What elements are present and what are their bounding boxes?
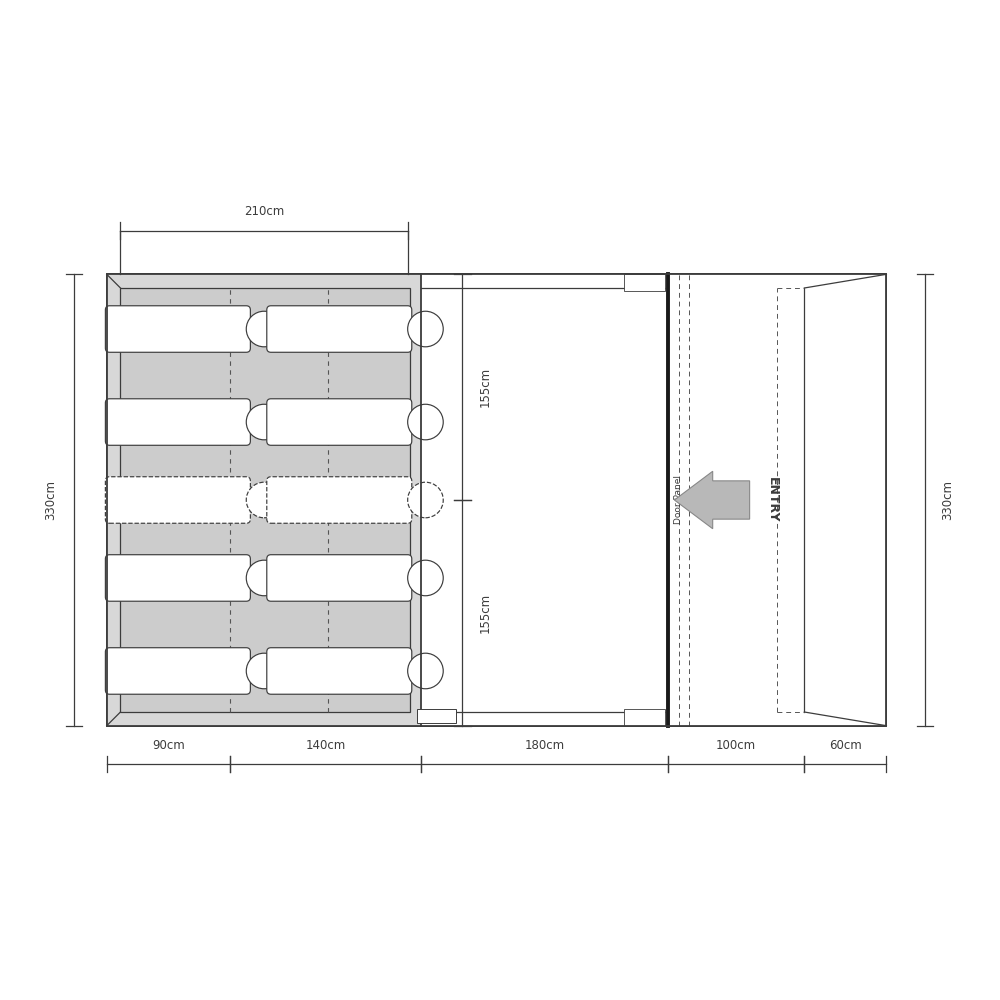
Circle shape bbox=[246, 482, 282, 518]
Text: 330cm: 330cm bbox=[941, 480, 954, 520]
Text: 155cm: 155cm bbox=[479, 593, 492, 633]
Text: 100cm: 100cm bbox=[716, 739, 756, 752]
Circle shape bbox=[408, 311, 443, 347]
FancyBboxPatch shape bbox=[105, 306, 250, 352]
FancyBboxPatch shape bbox=[267, 648, 412, 694]
FancyArrow shape bbox=[674, 471, 750, 529]
Circle shape bbox=[408, 404, 443, 440]
Circle shape bbox=[408, 560, 443, 596]
Bar bbox=[624, 274, 665, 291]
Circle shape bbox=[408, 482, 443, 518]
Text: 155cm: 155cm bbox=[479, 367, 492, 407]
Circle shape bbox=[246, 311, 282, 347]
FancyBboxPatch shape bbox=[267, 477, 412, 523]
FancyBboxPatch shape bbox=[105, 555, 250, 601]
Circle shape bbox=[246, 560, 282, 596]
Bar bbox=[421, 274, 668, 726]
Circle shape bbox=[246, 653, 282, 689]
Bar bbox=[107, 274, 886, 726]
Text: ENTRY: ENTRY bbox=[766, 477, 779, 523]
FancyBboxPatch shape bbox=[267, 399, 412, 445]
Bar bbox=[120, 288, 410, 712]
Circle shape bbox=[408, 653, 443, 689]
Bar bbox=[417, 709, 456, 723]
FancyBboxPatch shape bbox=[105, 648, 250, 694]
FancyBboxPatch shape bbox=[105, 477, 250, 523]
Text: 60cm: 60cm bbox=[829, 739, 862, 752]
Bar bbox=[624, 709, 665, 726]
Text: 140cm: 140cm bbox=[305, 739, 346, 752]
FancyBboxPatch shape bbox=[267, 306, 412, 352]
FancyBboxPatch shape bbox=[105, 399, 250, 445]
Bar bbox=[668, 274, 886, 726]
Bar bbox=[107, 274, 886, 726]
Bar bbox=[107, 274, 421, 726]
FancyBboxPatch shape bbox=[267, 555, 412, 601]
Text: 330cm: 330cm bbox=[45, 480, 58, 520]
Text: 180cm: 180cm bbox=[524, 739, 565, 752]
Text: 210cm: 210cm bbox=[244, 205, 284, 218]
Circle shape bbox=[246, 404, 282, 440]
Text: 90cm: 90cm bbox=[152, 739, 185, 752]
Text: Door Panel: Door Panel bbox=[674, 476, 683, 524]
